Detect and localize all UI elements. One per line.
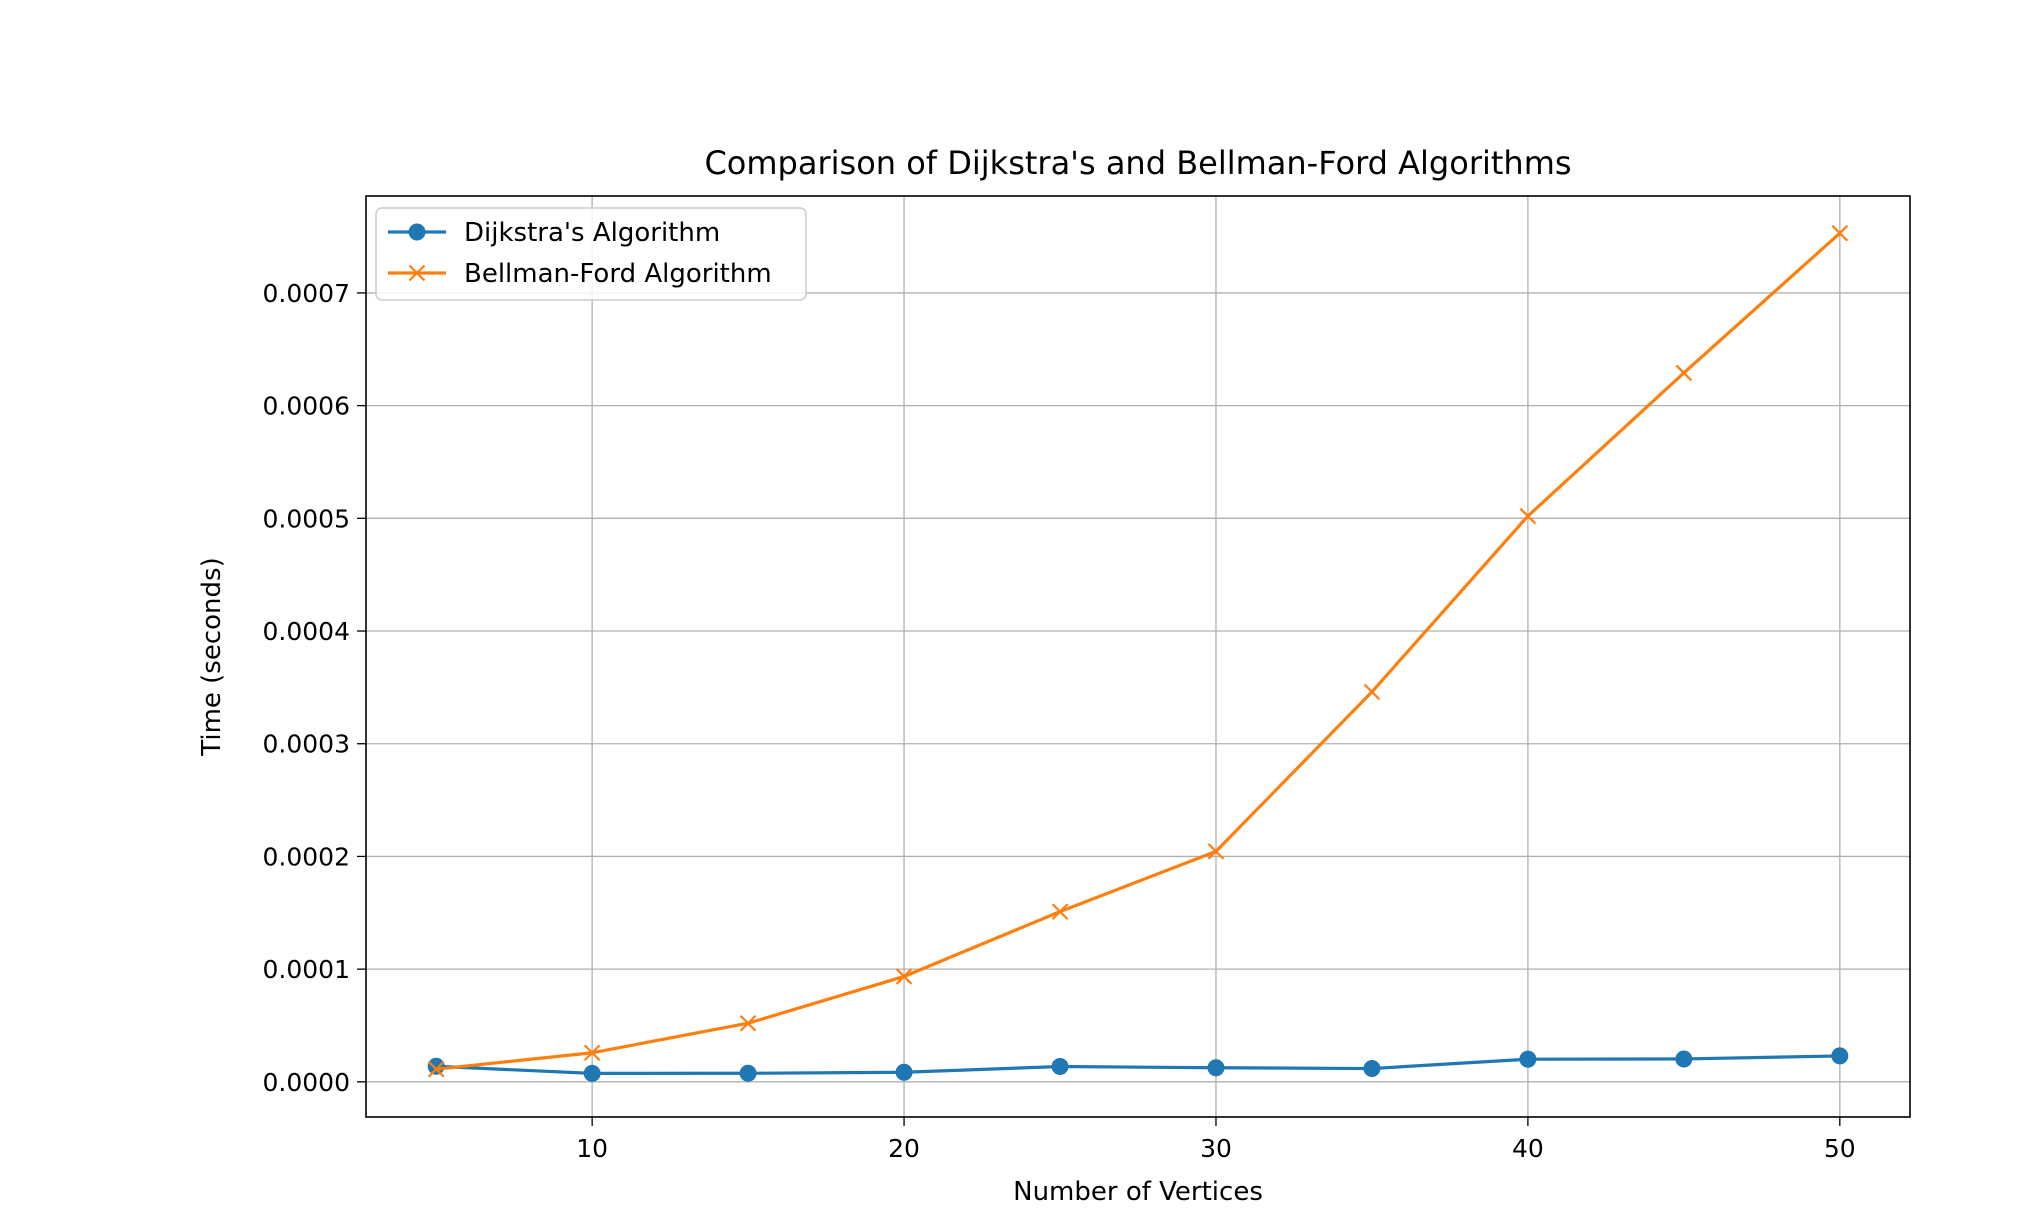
- y-tick-label: 0.0002: [263, 842, 350, 871]
- chart-title: Comparison of Dijkstra's and Bellman-For…: [704, 144, 1571, 182]
- data-point: [1675, 364, 1693, 382]
- legend-box: [375, 207, 807, 301]
- x-tick-label: 40: [1512, 1134, 1544, 1163]
- legend-marker: [408, 264, 426, 282]
- legend-label: Dijkstra's Algorithm: [464, 218, 720, 248]
- data-point: [1207, 1059, 1225, 1077]
- x-axis-ticks: 10 20 30 40 50: [576, 1117, 1856, 1163]
- y-tick-label: 0.0004: [263, 617, 350, 646]
- grid-lines: [366, 196, 1910, 1117]
- data-point: [895, 1063, 913, 1081]
- legend: Dijkstra's Algorithm Bellman-Ford Algorit…: [375, 207, 807, 301]
- y-tick-label: 0.0003: [263, 730, 350, 759]
- x-axis-label: Number of Vertices: [1013, 1177, 1263, 1207]
- series-line: [436, 232, 1841, 1071]
- y-tick-label: 0.0001: [263, 955, 350, 984]
- data-point: [739, 1014, 757, 1032]
- legend-entry: Bellman-Ford Algorithm: [388, 259, 772, 289]
- legend-marker: [408, 223, 426, 241]
- series-bellman-ford: [427, 224, 1849, 1078]
- data-point: [1831, 1047, 1849, 1065]
- data-point: [1051, 903, 1069, 920]
- legend-entry: Dijkstra's Algorithm: [388, 218, 720, 248]
- data-point: [1363, 1060, 1381, 1078]
- data-point: [739, 1064, 757, 1082]
- x-tick-label: 10: [576, 1134, 608, 1163]
- x-tick-label: 20: [888, 1134, 920, 1163]
- data-point: [427, 1060, 445, 1078]
- y-tick-label: 0.0000: [263, 1068, 350, 1097]
- data-point: [1363, 683, 1381, 701]
- y-tick-label: 0.0005: [263, 504, 350, 533]
- data-point: [1675, 1050, 1693, 1068]
- data-point: [1051, 1058, 1069, 1076]
- data-point: [1207, 843, 1225, 860]
- data-point: [427, 1057, 445, 1075]
- data-point: [583, 1064, 601, 1082]
- data-point: [895, 968, 913, 985]
- data-point: [1519, 1050, 1537, 1068]
- y-axis-ticks: 0.0000 0.0001 0.0002 0.0003 0.0004 0.0005 0.00…: [263, 279, 366, 1097]
- data-point: [583, 1044, 601, 1062]
- series-layer: [427, 224, 1849, 1082]
- series-line: [436, 1054, 1840, 1075]
- data-point: [1831, 224, 1849, 242]
- y-tick-label: 0.0006: [263, 392, 350, 421]
- series-dijkstra: [427, 1047, 1849, 1082]
- y-tick-label: 0.0007: [263, 279, 350, 308]
- y-axis-label: Time (seconds): [197, 557, 227, 756]
- x-tick-label: 50: [1824, 1134, 1856, 1163]
- legend-label: Bellman-Ford Algorithm: [464, 259, 772, 289]
- plot-area: [366, 196, 1910, 1117]
- plot-frame: [365, 195, 1911, 1118]
- x-tick-label: 30: [1200, 1134, 1232, 1163]
- data-point: [1519, 507, 1537, 525]
